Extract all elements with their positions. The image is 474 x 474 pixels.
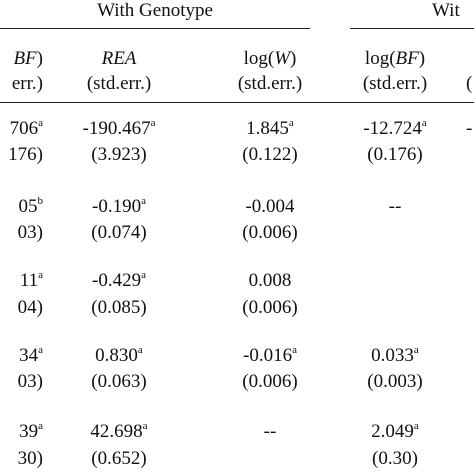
table-cell: -0.429a (92, 269, 146, 291)
table-cell: 0.033a (371, 344, 419, 366)
table-cell-stderr: (0.085) (91, 297, 147, 318)
table-cell: -0.004 (245, 196, 295, 217)
group-header-right-fragment: Wit (432, 0, 460, 21)
header-rule (0, 102, 474, 103)
table-cell-stderr: 03) (17, 222, 43, 243)
col-header-bf-stderr: err.) (11, 73, 43, 94)
table-cell: 42.698a (90, 420, 148, 442)
table-cell-stderr: (0.006) (242, 371, 298, 392)
table-cell-stderr: (0.176) (367, 144, 423, 165)
table-cell: -0.016a (243, 344, 297, 366)
col-header-log-bf: log(BF) (364, 48, 426, 69)
table-cell-stderr: (3.923) (91, 144, 147, 165)
table-cell-stderr: (0.122) (242, 144, 298, 165)
table-cell-stderr: (0.063) (91, 371, 147, 392)
table-cell-stderr: 04) (17, 297, 43, 318)
group-rule-left (0, 28, 310, 29)
table-cell-stderr: (0.074) (91, 222, 147, 243)
col-header-log-w: log(W) (243, 48, 297, 69)
table-cell: -- (263, 421, 277, 442)
table-cell: 39a (19, 420, 43, 442)
col-header-rea-stderr: (std.err.) (86, 73, 152, 94)
col-header-bf-left: BF) (13, 48, 43, 69)
table-cell-stderr: 03) (17, 371, 43, 392)
table-cell: -12.724a (363, 117, 427, 139)
table-cell-stderr: 30) (17, 448, 43, 469)
table-cell: 0.830a (95, 344, 143, 366)
col-header-right-fragment: ( (466, 73, 473, 94)
table-cell-fragment: - (466, 118, 473, 139)
table-cell: 2.049a (371, 420, 419, 442)
table-cell: 706a (9, 117, 43, 139)
table-cell-stderr: (0.30) (372, 448, 418, 469)
table-cell: -- (388, 196, 402, 217)
table-cell: -0.190a (92, 195, 146, 217)
col-header-rea: REA (101, 48, 137, 69)
group-header-with-genotype: With Genotype (97, 0, 213, 21)
group-rule-right (350, 28, 474, 29)
col-header-log-bf-stderr: (std.err.) (362, 73, 428, 94)
table-cell: 11a (19, 269, 43, 291)
table-cell: 05b (18, 195, 44, 217)
table-cell: 1.845a (246, 117, 294, 139)
table-cell-stderr: (0.652) (91, 448, 147, 469)
table-cell: 0.008 (248, 270, 292, 291)
table-cell: -190.467a (82, 117, 156, 139)
col-header-log-w-stderr: (std.err.) (237, 73, 303, 94)
table-cell-stderr: (0.006) (242, 222, 298, 243)
table-cell-stderr: (0.006) (242, 297, 298, 318)
table-cell: 34a (19, 344, 43, 366)
table-cell-stderr: (0.003) (367, 371, 423, 392)
table-cell-stderr: 176) (8, 144, 43, 165)
